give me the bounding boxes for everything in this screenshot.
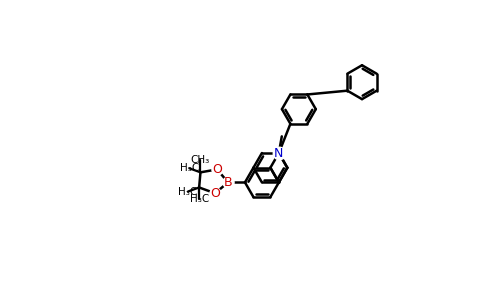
Text: H₃C: H₃C — [179, 187, 197, 196]
Text: CH₃: CH₃ — [191, 155, 210, 166]
Text: O: O — [212, 163, 222, 176]
Text: H₃C: H₃C — [190, 194, 209, 204]
Text: N: N — [274, 146, 284, 160]
Text: O: O — [210, 187, 220, 200]
Text: B: B — [224, 176, 232, 189]
Text: H₃C: H₃C — [180, 163, 199, 173]
